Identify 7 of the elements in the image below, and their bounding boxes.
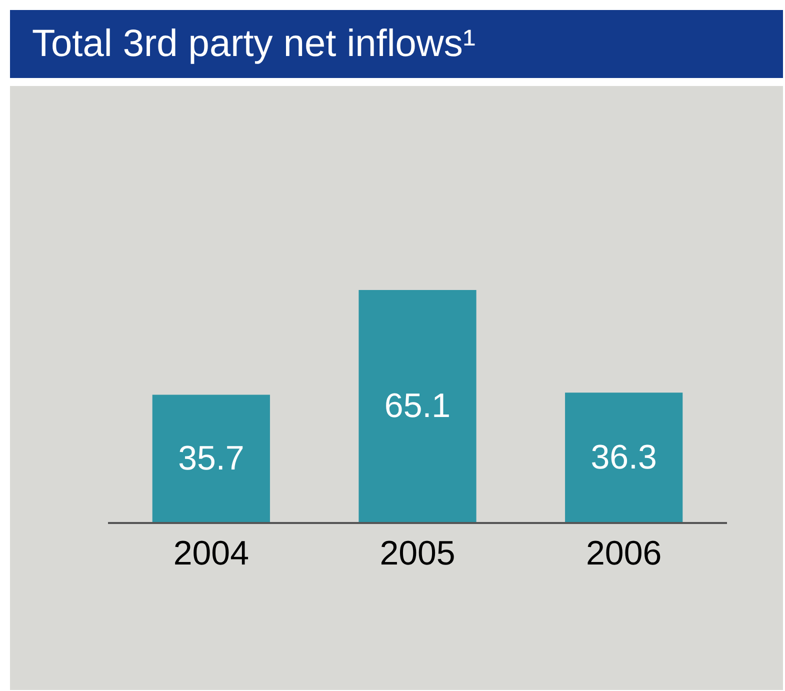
data-label: 36.3: [590, 438, 657, 476]
x-tick-label: 2004: [173, 534, 249, 573]
x-tick-label: 2005: [380, 534, 456, 573]
x-tick-label: 2006: [586, 534, 662, 573]
chart-title: Total 3rd party net inflows¹: [32, 23, 476, 65]
data-label: 35.7: [178, 439, 244, 478]
data-label: 65.1: [384, 387, 451, 425]
